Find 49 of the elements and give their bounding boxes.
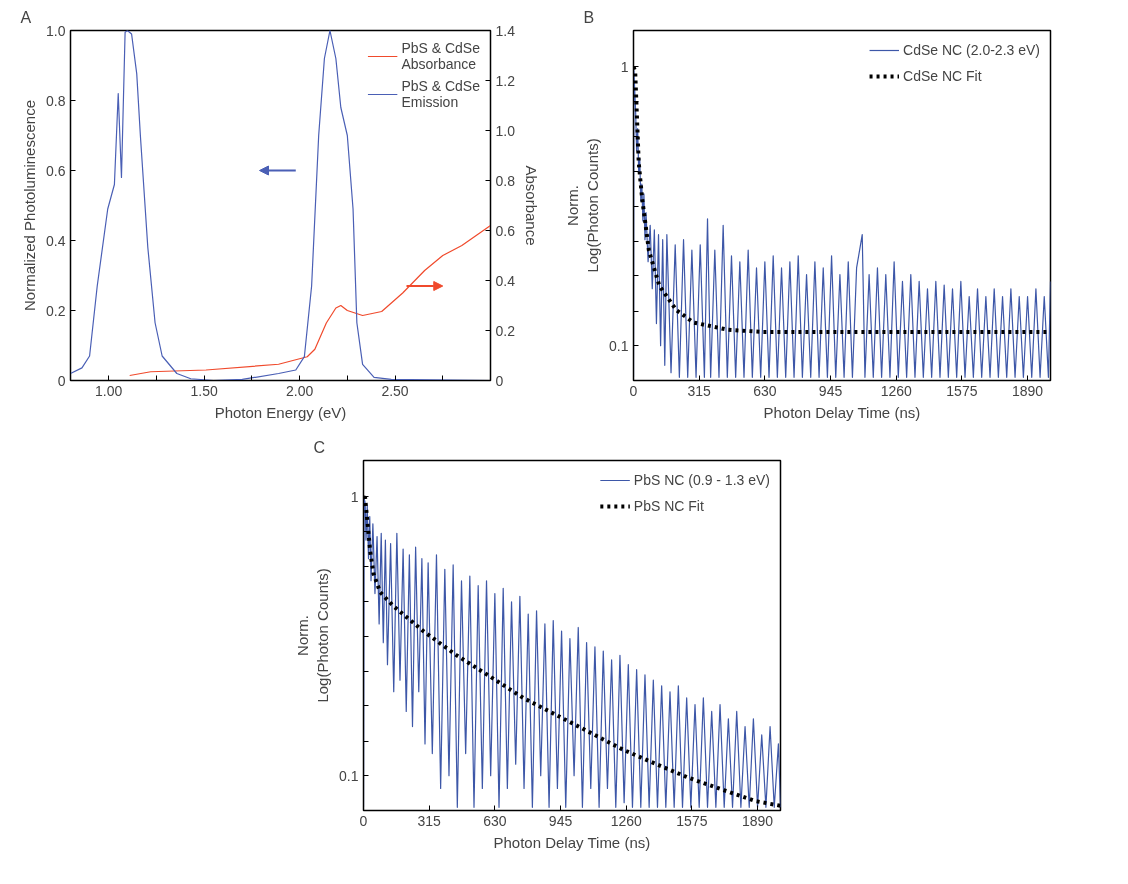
legend-label: CdSe NC (2.0-2.3 eV) [903,42,1040,58]
y-axis-title: Norm. Log(Photon Counts) [563,138,602,273]
x-tick-label: 1890 [741,812,774,829]
x-tick-label: 945 [548,812,573,829]
x-tick-label: 1890 [1011,382,1044,399]
chart-title: C [313,438,326,456]
x-tick-label: 2.00 [285,382,314,399]
y2-tick-label: 1.0 [495,122,516,139]
y-tick-label: 0.2 [46,302,66,319]
x-tick-label: 1575 [946,382,978,399]
legend-label: PbS NC Fit [633,498,704,514]
y-tick-label: 0.1 [609,337,629,354]
y-axis-title: Norm. Log(Photon Counts) [293,568,332,703]
legend-label: PbS & CdSe Emission [401,78,480,110]
x-axis-title: Photon Delay Time (ns) [493,833,651,851]
x-tick-label: 1.00 [95,382,123,399]
y2-axis-title: Absorbance [522,165,540,246]
x-tick-label: 315 [687,382,712,399]
x-tick-label: 315 [417,812,442,829]
y2-tick-label: 0.6 [495,222,516,239]
y-tick-label: 0.1 [339,767,359,784]
y2-tick-label: 0.4 [495,272,516,289]
x-tick-label: 945 [818,382,843,399]
x-tick-label: 630 [483,812,507,829]
line-series [129,224,491,377]
chart-title: B [583,8,595,26]
x-tick-label: 630 [753,382,777,399]
chart-title: A [20,8,32,26]
legend-label: PbS NC (0.9 - 1.3 eV) [633,472,770,488]
legend-label: CdSe NC Fit [903,68,982,84]
y-tick-label: 1.0 [46,22,66,39]
y-tick-label: 0.8 [46,92,66,109]
x-tick-label: 1260 [610,812,642,829]
y-axis-title: Normalized Photoluminescence [21,100,39,311]
y-tick-label: 0.4 [46,232,66,249]
legend-label: PbS & CdSe Absorbance [401,40,480,72]
x-tick-label: 2.50 [381,382,409,399]
x-tick-label: 1.50 [190,382,218,399]
x-axis-title: Photon Delay Time (ns) [763,403,921,421]
y2-tick-label: 1.2 [495,72,516,89]
y2-tick-label: 1.4 [495,22,516,39]
y2-tick-label: 0.8 [495,172,516,189]
y-tick-label: 1 [350,488,359,505]
y-tick-label: 1 [620,58,629,75]
y2-tick-label: 0.2 [495,322,516,339]
y-tick-label: 0.6 [46,162,66,179]
x-tick-label: 1260 [880,382,912,399]
x-axis-title: Photon Energy (eV) [214,403,347,421]
x-tick-label: 1575 [676,812,708,829]
